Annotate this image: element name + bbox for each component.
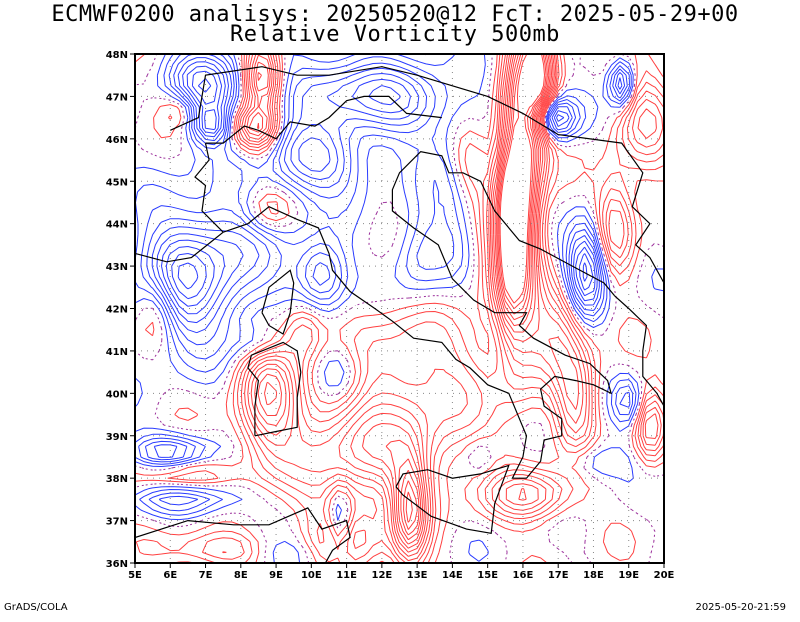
negative-vorticity-contour (161, 65, 596, 315)
lon-tick-label: 12E (371, 570, 392, 581)
positive-vorticity-contour (405, 54, 545, 523)
lat-tick-label: 39N (106, 432, 128, 443)
title-line-2: Relative Vorticity 500mb (230, 22, 560, 47)
lat-tick-label: 40N (106, 389, 128, 400)
negative-vorticity-contour (144, 54, 631, 506)
lon-tick-label: 11E (336, 570, 357, 581)
positive-vorticity-contour (403, 54, 547, 530)
lon-tick-label: 15E (477, 570, 498, 581)
lat-tick-label: 47N (106, 92, 128, 103)
negative-vorticity-contour (151, 57, 626, 458)
lat-tick-label: 37N (106, 517, 128, 528)
lat-tick-label: 48N (106, 50, 128, 61)
coastline-path (135, 507, 351, 563)
lon-tick-label: 8E (234, 570, 248, 581)
coastline-path (135, 231, 224, 263)
lon-tick-label: 7E (199, 570, 213, 581)
positive-vorticity-contour (257, 54, 551, 545)
coastline-path (223, 150, 616, 479)
lat-tick-label: 43N (106, 262, 128, 273)
lon-tick-label: 16E (513, 570, 534, 581)
positive-vorticity-contour (243, 54, 659, 557)
lon-tick-label: 20E (654, 570, 675, 581)
lon-tick-label: 17E (548, 570, 569, 581)
negative-vorticity-contour (156, 61, 623, 324)
coastline-path (247, 341, 302, 437)
coastline-path (205, 95, 442, 144)
lon-tick-label: 10E (301, 570, 322, 581)
lon-tick-label: 13E (407, 570, 428, 581)
lat-tick-label: 45N (106, 177, 128, 188)
lon-tick-label: 5E (128, 570, 142, 581)
lon-tick-label: 14E (442, 570, 463, 581)
coastline-path (614, 295, 664, 407)
negative-vorticity-contour (165, 70, 594, 307)
positive-vorticity-contour (400, 54, 548, 536)
title-line-1: ECMWF0200 analisys: 20250520@12 FcT: 202… (51, 2, 739, 27)
coastline-path (261, 269, 295, 335)
coastline-layer (135, 66, 664, 563)
negative-vorticity-contour (135, 54, 664, 563)
lon-tick-label: 6E (163, 570, 177, 581)
lat-tick-label: 42N (106, 305, 128, 316)
lat-tick-label: 38N (106, 474, 128, 485)
lon-tick-label: 19E (618, 570, 639, 581)
grid-layer (135, 54, 664, 563)
negative-vorticity-contour (135, 54, 637, 516)
negative-vorticity-contour (177, 262, 199, 290)
lat-tick-label: 36N (106, 559, 128, 570)
axis-ticks: 5E 6E 7E 8E 9E 10E 11E 12E 13E 14E 15E 16E 17E 18E 19E… (106, 50, 675, 581)
lat-tick-label: 44N (106, 220, 128, 231)
footer-credit: GrADS/COLA (4, 602, 68, 613)
lon-tick-label: 9E (269, 570, 283, 581)
positive-vorticity-contour (264, 54, 550, 541)
coastline-path (170, 66, 664, 284)
lat-tick-label: 41N (106, 347, 128, 358)
contour-layer (135, 54, 664, 563)
negative-vorticity-contour (171, 78, 588, 300)
coastline-path (194, 142, 224, 233)
negative-vorticity-contour (138, 54, 634, 512)
coastline-path (395, 464, 510, 534)
zero-contour (135, 54, 664, 563)
lon-tick-label: 18E (583, 570, 604, 581)
positive-vorticity-contour (246, 54, 579, 553)
lat-tick-label: 46N (106, 135, 128, 146)
footer-timestamp: 2025-05-20-21:59 (695, 602, 786, 613)
